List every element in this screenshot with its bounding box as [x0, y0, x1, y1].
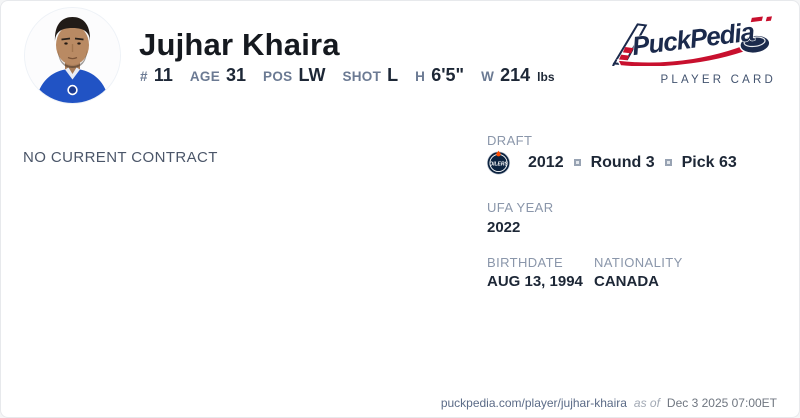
draft-label: DRAFT	[487, 133, 533, 148]
player-card-subtitle: PLAYER CARD	[660, 74, 776, 86]
birthdate-value: AUG 13, 1994	[487, 273, 583, 290]
stat-number: # 11	[140, 65, 173, 85]
player-photo-illustration	[25, 8, 120, 103]
stat-age: AGE 31	[189, 65, 247, 85]
stat-height: H 6'5"	[415, 65, 465, 85]
draft-round: Round 3	[590, 153, 655, 171]
nationality-value: CANADA	[594, 273, 659, 290]
player-page-url[interactable]: puckpedia.com/player/jujhar-khaira	[440, 396, 627, 410]
separator-square-icon	[664, 159, 672, 166]
svg-text:OILERS: OILERS	[489, 161, 508, 167]
ufa-year-value: 2022	[487, 219, 521, 236]
stat-position: POS LW	[263, 65, 326, 85]
player-name: Jujhar Khaira	[139, 27, 340, 62]
puckpedia-logo-icon: PuckPedia	[609, 15, 774, 73]
stat-shot: SHOT L	[342, 65, 399, 85]
contract-status: NO CURRENT CONTRACT	[23, 149, 218, 166]
stat-weight: W 214 lbs	[481, 65, 555, 85]
snapshot-timestamp: Dec 3 2025 07:00ET	[666, 396, 777, 410]
as-of-label: as of	[633, 396, 660, 410]
edmonton-oilers-logo-icon: OILERS	[486, 150, 511, 175]
nationality-label: NATIONALITY	[594, 255, 683, 270]
draft-pick: Pick 63	[681, 153, 737, 171]
separator-square-icon	[573, 159, 581, 166]
footer: puckpedia.com/player/jujhar-khaira as of…	[441, 396, 777, 410]
draft-info-row: OILERS 2012 Round 3 Pick 63	[486, 150, 737, 175]
player-photo	[25, 8, 120, 103]
player-stats-row: # 11 AGE 31 POS LW SHOT L H 6'5" W 214 l…	[140, 65, 555, 86]
brand-block: PuckPedia PLAYER CARD	[606, 15, 776, 86]
birthdate-label: BIRTHDATE	[487, 255, 564, 270]
draft-year: 2012	[528, 153, 564, 171]
ufa-year-label: UFA YEAR	[487, 200, 554, 215]
